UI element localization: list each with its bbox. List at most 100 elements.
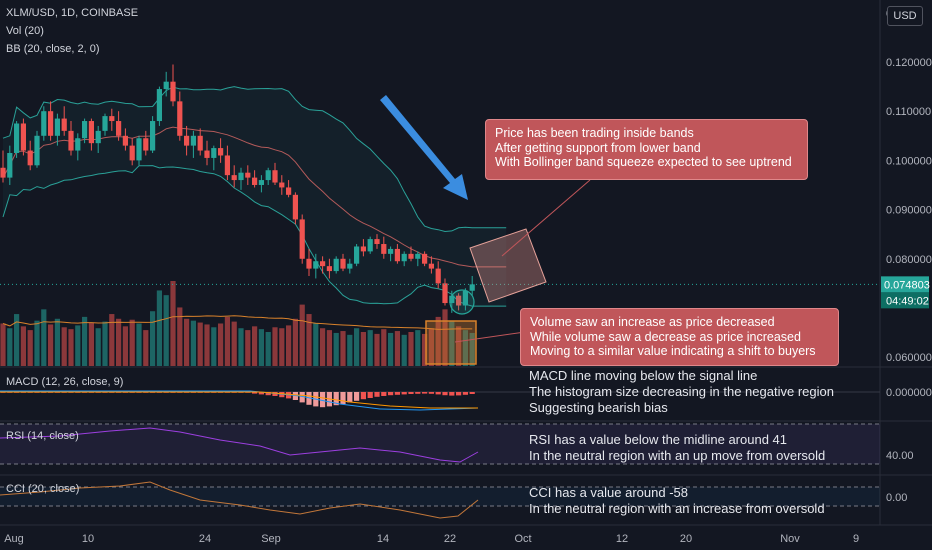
volume-bar (95, 328, 101, 366)
volume-bar (354, 328, 360, 366)
volume-bar (252, 326, 258, 366)
volume-bar (422, 333, 428, 366)
volume-bar (245, 330, 251, 366)
volume-bar (224, 316, 230, 366)
volume-bar (469, 332, 475, 366)
volume-bar (272, 327, 278, 366)
volume-ma (2, 315, 473, 330)
x-tick-label: 12 (616, 533, 628, 545)
annotation-box (469, 228, 547, 303)
volume-bar (34, 320, 40, 366)
candle-body (326, 266, 332, 272)
price-badge-text: 0.074803 (884, 279, 930, 291)
symbol-legend: XLM/USD, 1D, COINBASE (6, 7, 139, 19)
macd-histogram-bar (469, 392, 475, 394)
volume-bar (218, 323, 224, 366)
volume-bar (258, 329, 264, 366)
note-line: In the neutral region with an up move fr… (529, 448, 826, 463)
cci-line (0, 481, 479, 519)
candle-body (231, 175, 237, 181)
volume-bar (177, 307, 183, 366)
price-callout[interactable]: Price has been trading inside bands Afte… (485, 119, 808, 180)
candle-body (299, 219, 305, 259)
candle-body (177, 101, 183, 136)
volume-bar (109, 314, 115, 366)
macd-histogram-bar (388, 392, 394, 396)
volume-bar (313, 323, 319, 366)
macd-histogram-bar (340, 392, 346, 404)
volume-bar (394, 331, 400, 366)
candle-body (122, 135, 128, 146)
highlight-circle (449, 289, 475, 315)
volume-bar (326, 330, 332, 366)
callout-line: Moving to a similar value indicating a s… (530, 344, 816, 358)
volume-bar (381, 329, 387, 366)
candle-body (204, 150, 210, 158)
volume-bar (265, 332, 271, 366)
candle-body (347, 263, 353, 269)
x-tick-label: 24 (199, 533, 211, 545)
callout-pointer (501, 179, 591, 257)
volume-bar (204, 324, 210, 366)
macd-histogram-bar (265, 392, 271, 396)
candle-body (415, 253, 421, 259)
x-tick-label: Nov (780, 533, 800, 545)
candle-body (0, 167, 6, 178)
annotation-arrow (380, 95, 468, 200)
candle-body (388, 248, 394, 254)
candle-body (218, 148, 224, 156)
y-tick-label: 0.100000 (886, 155, 932, 167)
volume-bar (299, 304, 305, 366)
volume-bar (27, 330, 33, 366)
volume-callout[interactable]: Volume saw an increase as price decrease… (520, 308, 839, 366)
candle-body (313, 261, 319, 269)
x-tick-label: 20 (680, 533, 692, 545)
callout-pointer (454, 331, 526, 343)
candle-body (163, 81, 169, 90)
rsi-line (0, 427, 479, 463)
x-tick-label: 10 (82, 533, 94, 545)
macd-histogram-bar (442, 392, 448, 396)
macd-histogram-bar (408, 392, 414, 394)
volume-bar (143, 330, 149, 366)
macd-histogram-bar (299, 392, 305, 403)
candle-body (109, 116, 115, 122)
candle-body (75, 138, 81, 151)
volume-bar (150, 311, 156, 366)
volume-legend: Vol (20) (6, 25, 44, 37)
macd-histogram-bar (333, 392, 339, 406)
volume-bar (14, 314, 20, 366)
macd-histogram-bar (320, 392, 326, 408)
candle-body (95, 130, 101, 144)
macd-histogram-bar (258, 392, 264, 395)
candle-body (27, 150, 33, 166)
volume-bar (360, 332, 366, 366)
volume-bar (286, 325, 292, 366)
volume-bar (116, 318, 122, 366)
volume-bar (415, 330, 421, 366)
candle-body (41, 111, 47, 136)
candle-body (374, 239, 380, 245)
volume-bar (367, 330, 373, 366)
candle-body (408, 253, 414, 259)
candle-body (211, 148, 217, 158)
candle-body (150, 121, 156, 151)
candle-body (143, 138, 149, 151)
volume-highlight (425, 320, 477, 365)
volume-bar (136, 323, 142, 366)
candle-body (449, 295, 455, 304)
volume-bar (340, 331, 346, 366)
candle-body (435, 268, 441, 284)
candle-body (401, 253, 407, 262)
rsi-legend: RSI (14, close) (6, 430, 79, 442)
candle-body (129, 145, 135, 161)
rsi-band-fill (0, 424, 880, 464)
callout-line: With Bollinger band squeeze expected to … (495, 155, 792, 169)
note-line: In the neutral region with an increase f… (529, 501, 825, 516)
note-line: MACD line moving below the signal line (529, 368, 758, 383)
macd-histogram-bar (347, 392, 353, 403)
candle-body (428, 263, 434, 269)
currency-button[interactable]: USD (887, 6, 923, 26)
candle-body (245, 172, 251, 178)
